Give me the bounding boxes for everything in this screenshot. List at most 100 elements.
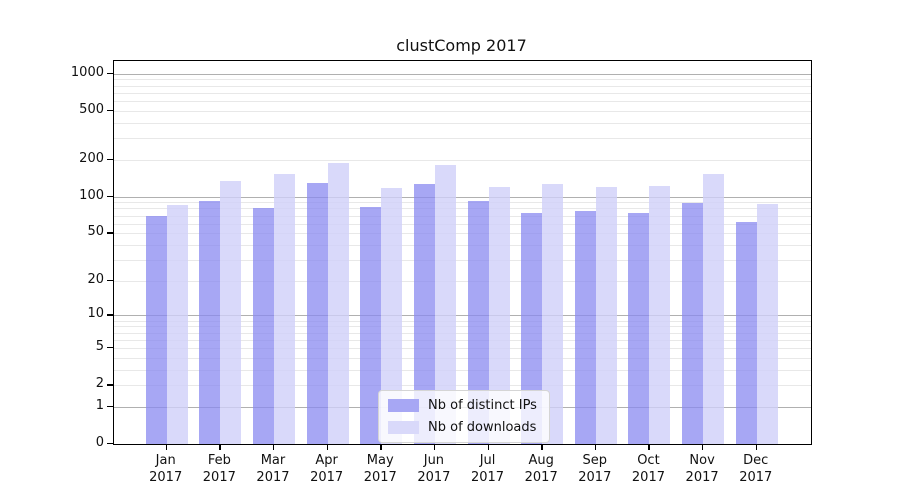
minor-gridline bbox=[114, 223, 811, 225]
y-tick bbox=[107, 72, 113, 75]
x-tick bbox=[755, 445, 758, 450]
minor-gridline bbox=[114, 85, 811, 87]
y-tick bbox=[107, 232, 113, 234]
x-tick-label: Dec 2017 bbox=[739, 453, 773, 485]
x-tick bbox=[165, 445, 168, 450]
minor-gridline bbox=[114, 259, 811, 261]
y-tick bbox=[107, 405, 113, 408]
minor-gridline bbox=[114, 326, 811, 328]
x-tick-label: Feb 2017 bbox=[202, 453, 236, 485]
bar-distinct-ips-5 bbox=[360, 207, 382, 444]
y-tick-label: 50 bbox=[87, 224, 104, 240]
y-tick bbox=[107, 346, 113, 349]
bar-downloads-2 bbox=[220, 180, 242, 444]
y-tick bbox=[107, 443, 113, 445]
minor-gridline bbox=[114, 202, 811, 204]
minor-gridline bbox=[114, 339, 811, 341]
minor-gridline bbox=[114, 101, 811, 103]
plot-area: Nb of distinct IPs Nb of downloads bbox=[113, 60, 812, 445]
legend-item-downloads: Nb of downloads bbox=[388, 420, 537, 435]
legend: Nb of distinct IPs Nb of downloads bbox=[378, 390, 550, 443]
bar-distinct-ips-8 bbox=[521, 213, 543, 444]
bar-downloads-5 bbox=[381, 188, 403, 444]
bar-downloads-8 bbox=[542, 183, 564, 444]
bar-downloads-12 bbox=[756, 204, 778, 444]
bar-distinct-ips-6 bbox=[413, 183, 435, 444]
y-tick-label: 200 bbox=[79, 150, 104, 166]
minor-gridline bbox=[114, 159, 811, 161]
x-tick-label: May 2017 bbox=[363, 453, 397, 485]
minor-gridline bbox=[114, 215, 811, 217]
x-tick bbox=[326, 445, 328, 450]
legend-swatch-downloads bbox=[388, 421, 419, 434]
y-tick-label: 1000 bbox=[70, 64, 104, 80]
y-tick-label: 20 bbox=[87, 271, 104, 287]
x-tick-label: Apr 2017 bbox=[310, 453, 344, 485]
x-tick bbox=[541, 445, 543, 450]
x-tick-label: Nov 2017 bbox=[685, 453, 719, 485]
major-gridline bbox=[114, 196, 811, 198]
bar-downloads-9 bbox=[595, 186, 617, 444]
legend-label-distinct-ips: Nb of distinct IPs bbox=[428, 398, 537, 413]
y-tick bbox=[107, 109, 113, 112]
x-tick bbox=[272, 445, 275, 450]
minor-gridline bbox=[114, 357, 811, 359]
bar-downloads-1 bbox=[166, 205, 188, 444]
x-tick-label: Jun 2017 bbox=[417, 453, 451, 485]
y-tick bbox=[107, 314, 113, 316]
bar-downloads-10 bbox=[649, 186, 671, 444]
bar-distinct-ips-9 bbox=[574, 211, 596, 444]
minor-gridline bbox=[114, 92, 811, 94]
minor-gridline bbox=[114, 369, 811, 371]
y-tick-label: 2 bbox=[95, 376, 104, 392]
y-tick-label: 500 bbox=[79, 101, 104, 117]
bar-distinct-ips-12 bbox=[735, 221, 757, 444]
bar-downloads-11 bbox=[703, 174, 725, 444]
y-tick-label: 0 bbox=[95, 435, 104, 450]
minor-gridline bbox=[114, 138, 811, 140]
chart-title: clustComp 2017 bbox=[396, 36, 527, 55]
bar-distinct-ips-3 bbox=[252, 208, 274, 444]
y-tick bbox=[107, 279, 113, 282]
major-gridline bbox=[114, 73, 811, 75]
x-tick bbox=[702, 445, 704, 450]
minor-gridline bbox=[114, 208, 811, 210]
x-tick bbox=[219, 445, 221, 450]
bar-downloads-7 bbox=[488, 187, 510, 444]
minor-gridline bbox=[114, 233, 811, 235]
major-gridline bbox=[114, 315, 811, 317]
y-tick-label: 10 bbox=[87, 306, 104, 322]
y-tick-label: 100 bbox=[79, 187, 104, 203]
bar-distinct-ips-7 bbox=[467, 201, 489, 444]
minor-gridline bbox=[114, 332, 811, 334]
minor-gridline bbox=[114, 280, 811, 282]
x-tick-label: Mar 2017 bbox=[256, 453, 290, 485]
x-tick bbox=[487, 445, 489, 450]
y-tick bbox=[107, 384, 113, 386]
minor-gridline bbox=[114, 347, 811, 349]
x-tick bbox=[433, 445, 436, 450]
x-tick-label: Aug 2017 bbox=[524, 453, 558, 485]
legend-swatch-distinct-ips bbox=[388, 399, 419, 412]
minor-gridline bbox=[114, 79, 811, 81]
x-tick-label: Jan 2017 bbox=[149, 453, 183, 485]
x-tick bbox=[380, 445, 382, 450]
minor-gridline bbox=[114, 122, 811, 124]
y-tick bbox=[107, 195, 113, 198]
bar-distinct-ips-1 bbox=[145, 215, 167, 444]
bar-distinct-ips-11 bbox=[682, 203, 704, 444]
minor-gridline bbox=[114, 110, 811, 112]
x-tick-label: Oct 2017 bbox=[631, 453, 665, 485]
x-tick-label: Sep 2017 bbox=[578, 453, 612, 485]
legend-item-distinct-ips: Nb of distinct IPs bbox=[388, 398, 537, 413]
x-tick bbox=[594, 445, 597, 450]
bar-distinct-ips-10 bbox=[628, 213, 650, 444]
y-tick bbox=[107, 158, 113, 161]
bar-distinct-ips-4 bbox=[306, 183, 328, 444]
legend-label-downloads: Nb of downloads bbox=[428, 420, 537, 435]
x-tick-label: Jul 2017 bbox=[470, 453, 505, 485]
bar-downloads-4 bbox=[327, 162, 349, 444]
x-tick bbox=[648, 445, 650, 450]
minor-gridline bbox=[114, 385, 811, 387]
